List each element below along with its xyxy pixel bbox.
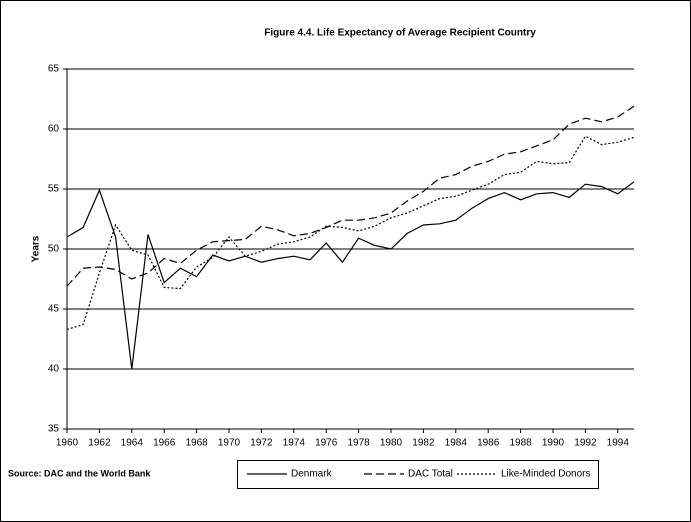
y-axis-label: Years xyxy=(31,235,42,262)
y-tick-label: 60 xyxy=(48,124,60,135)
series-line xyxy=(66,105,635,287)
x-tick-label: 1982 xyxy=(412,438,435,449)
x-tick-label: 1970 xyxy=(218,438,241,449)
x-tick-label: 1976 xyxy=(315,438,338,449)
series-line xyxy=(66,135,635,330)
x-tick-label: 1960 xyxy=(56,438,79,449)
x-tick-label: 1966 xyxy=(153,438,176,449)
x-tick-label: 1986 xyxy=(477,438,500,449)
x-tick-label: 1968 xyxy=(185,438,208,449)
y-tick-label: 45 xyxy=(48,304,60,315)
x-tick-label: 1978 xyxy=(347,438,370,449)
chart-title: Figure 4.4. Life Expectancy of Average R… xyxy=(264,28,536,39)
y-tick-label: 55 xyxy=(48,184,60,195)
legend-label: DAC Total xyxy=(408,469,453,480)
legend-label: Like-Minded Donors xyxy=(501,469,591,480)
y-tick-label: 65 xyxy=(48,64,60,75)
y-tick-label: 50 xyxy=(48,244,60,255)
x-tick-label: 1972 xyxy=(250,438,273,449)
x-tick-label: 1980 xyxy=(380,438,403,449)
x-tick-label: 1962 xyxy=(88,438,111,449)
y-tick-label: 35 xyxy=(48,424,60,435)
x-tick-label: 1984 xyxy=(445,438,468,449)
x-tick-label: 1994 xyxy=(607,438,630,449)
x-tick-label: 1988 xyxy=(509,438,532,449)
y-tick-label: 40 xyxy=(48,364,60,375)
legend xyxy=(237,460,599,489)
x-tick-label: 1974 xyxy=(283,438,306,449)
x-tick-label: 1990 xyxy=(542,438,565,449)
series-line xyxy=(66,181,635,370)
source-note: Source: DAC and the World Bank xyxy=(8,468,151,478)
x-tick-label: 1992 xyxy=(574,438,597,449)
x-tick-label: 1964 xyxy=(121,438,144,449)
legend-label: Denmark xyxy=(291,469,333,480)
